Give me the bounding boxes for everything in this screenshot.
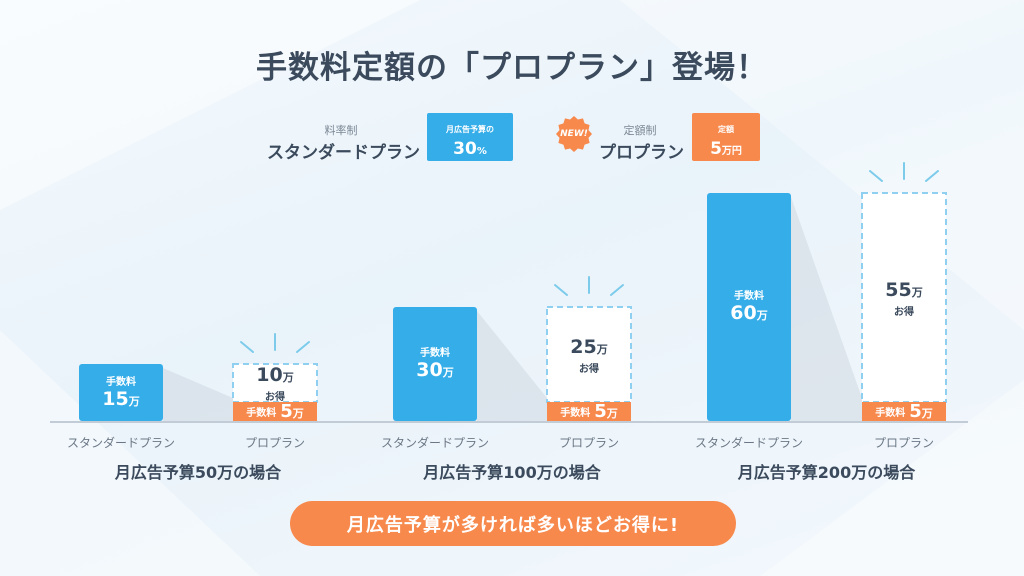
legend-pro-type: 定額制 bbox=[623, 124, 657, 137]
category-label-pro: プロプラン bbox=[558, 436, 619, 450]
sparkle-ray-icon bbox=[240, 341, 254, 353]
standard-bar bbox=[393, 307, 477, 421]
pro-fee-label: 手数料 5万 bbox=[246, 401, 304, 422]
pro-fee-bar bbox=[233, 402, 317, 421]
shadow-wedge bbox=[163, 368, 233, 421]
standard-bar-label: 手数料 30万 bbox=[416, 348, 454, 381]
savings-label: 55万 お得 bbox=[885, 278, 923, 318]
standard-bar-label: 手数料 15万 bbox=[102, 376, 140, 410]
legend-pro-fee-unit: 万円 bbox=[721, 146, 742, 157]
new-badge-burst-icon bbox=[556, 116, 592, 152]
legend-pro-name: プロプラン bbox=[599, 143, 684, 163]
legend-pro-fee-value: 5 bbox=[710, 139, 722, 159]
legend-standard-rate: 30% bbox=[427, 139, 513, 159]
legend-pro-fee: 5万円 bbox=[692, 139, 760, 159]
category-label-standard: スタンダードプラン bbox=[66, 436, 175, 450]
sparkle-ray-icon bbox=[869, 170, 883, 182]
category-label-pro: プロプラン bbox=[873, 436, 934, 450]
pro-fee-label: 手数料 5万 bbox=[560, 401, 618, 422]
standard-bar bbox=[79, 364, 163, 421]
category-label-pro: プロプラン bbox=[244, 436, 305, 450]
group-label: 月広告予算50万の場合 bbox=[114, 463, 282, 482]
group-label: 月広告予算200万の場合 bbox=[737, 463, 916, 482]
sparkle-ray-icon bbox=[925, 170, 939, 182]
legend-standard-type: 料率制 bbox=[324, 124, 358, 137]
legend-standard-rate-caption: 月広告予算の bbox=[446, 125, 494, 134]
savings-box bbox=[861, 192, 947, 403]
legend-standard-rate-unit: % bbox=[476, 146, 487, 157]
legend-standard-rate-value: 30 bbox=[453, 139, 477, 159]
sparkle-ray-icon bbox=[610, 284, 624, 296]
page-title: 手数料定額の「プロプラン」登場！ bbox=[256, 50, 768, 86]
new-badge: NEW! bbox=[556, 116, 592, 152]
pro-fee-label: 手数料 5万 bbox=[875, 401, 933, 422]
legend-standard-rate-box: 月広告予算の 30% bbox=[427, 113, 513, 161]
legend-pro-fee-box: 定額 5万円 bbox=[692, 113, 760, 161]
new-badge-text: NEW! bbox=[560, 129, 588, 139]
pro-fee-bar bbox=[862, 402, 946, 421]
group-label: 月広告予算100万の場合 bbox=[423, 463, 601, 482]
pro-fee-bar bbox=[547, 402, 631, 421]
standard-bar-label: 手数料 60万 bbox=[730, 291, 768, 324]
sparkle-ray-icon bbox=[554, 284, 568, 296]
cta-banner: 月広告予算が多ければ多いほどお得に! bbox=[290, 501, 736, 546]
savings-label: 25万 お得 bbox=[570, 335, 608, 375]
legend-standard-name: スタンダードプラン bbox=[267, 143, 420, 163]
savings-label: 10万 お得 bbox=[256, 364, 294, 403]
standard-bar bbox=[707, 193, 791, 421]
sparkle-ray-icon bbox=[296, 341, 310, 353]
legend-pro: 定額制 プロプラン bbox=[596, 122, 684, 163]
savings-box bbox=[546, 306, 632, 403]
shadow-wedge bbox=[477, 311, 547, 421]
legend-pro-fee-caption: 定額 bbox=[718, 125, 734, 134]
shadow-wedge bbox=[791, 197, 862, 421]
category-label-standard: スタンダードプラン bbox=[694, 436, 803, 450]
legend-standard: 料率制 スタンダードプラン bbox=[262, 122, 420, 163]
category-label-standard: スタンダードプラン bbox=[380, 436, 489, 450]
